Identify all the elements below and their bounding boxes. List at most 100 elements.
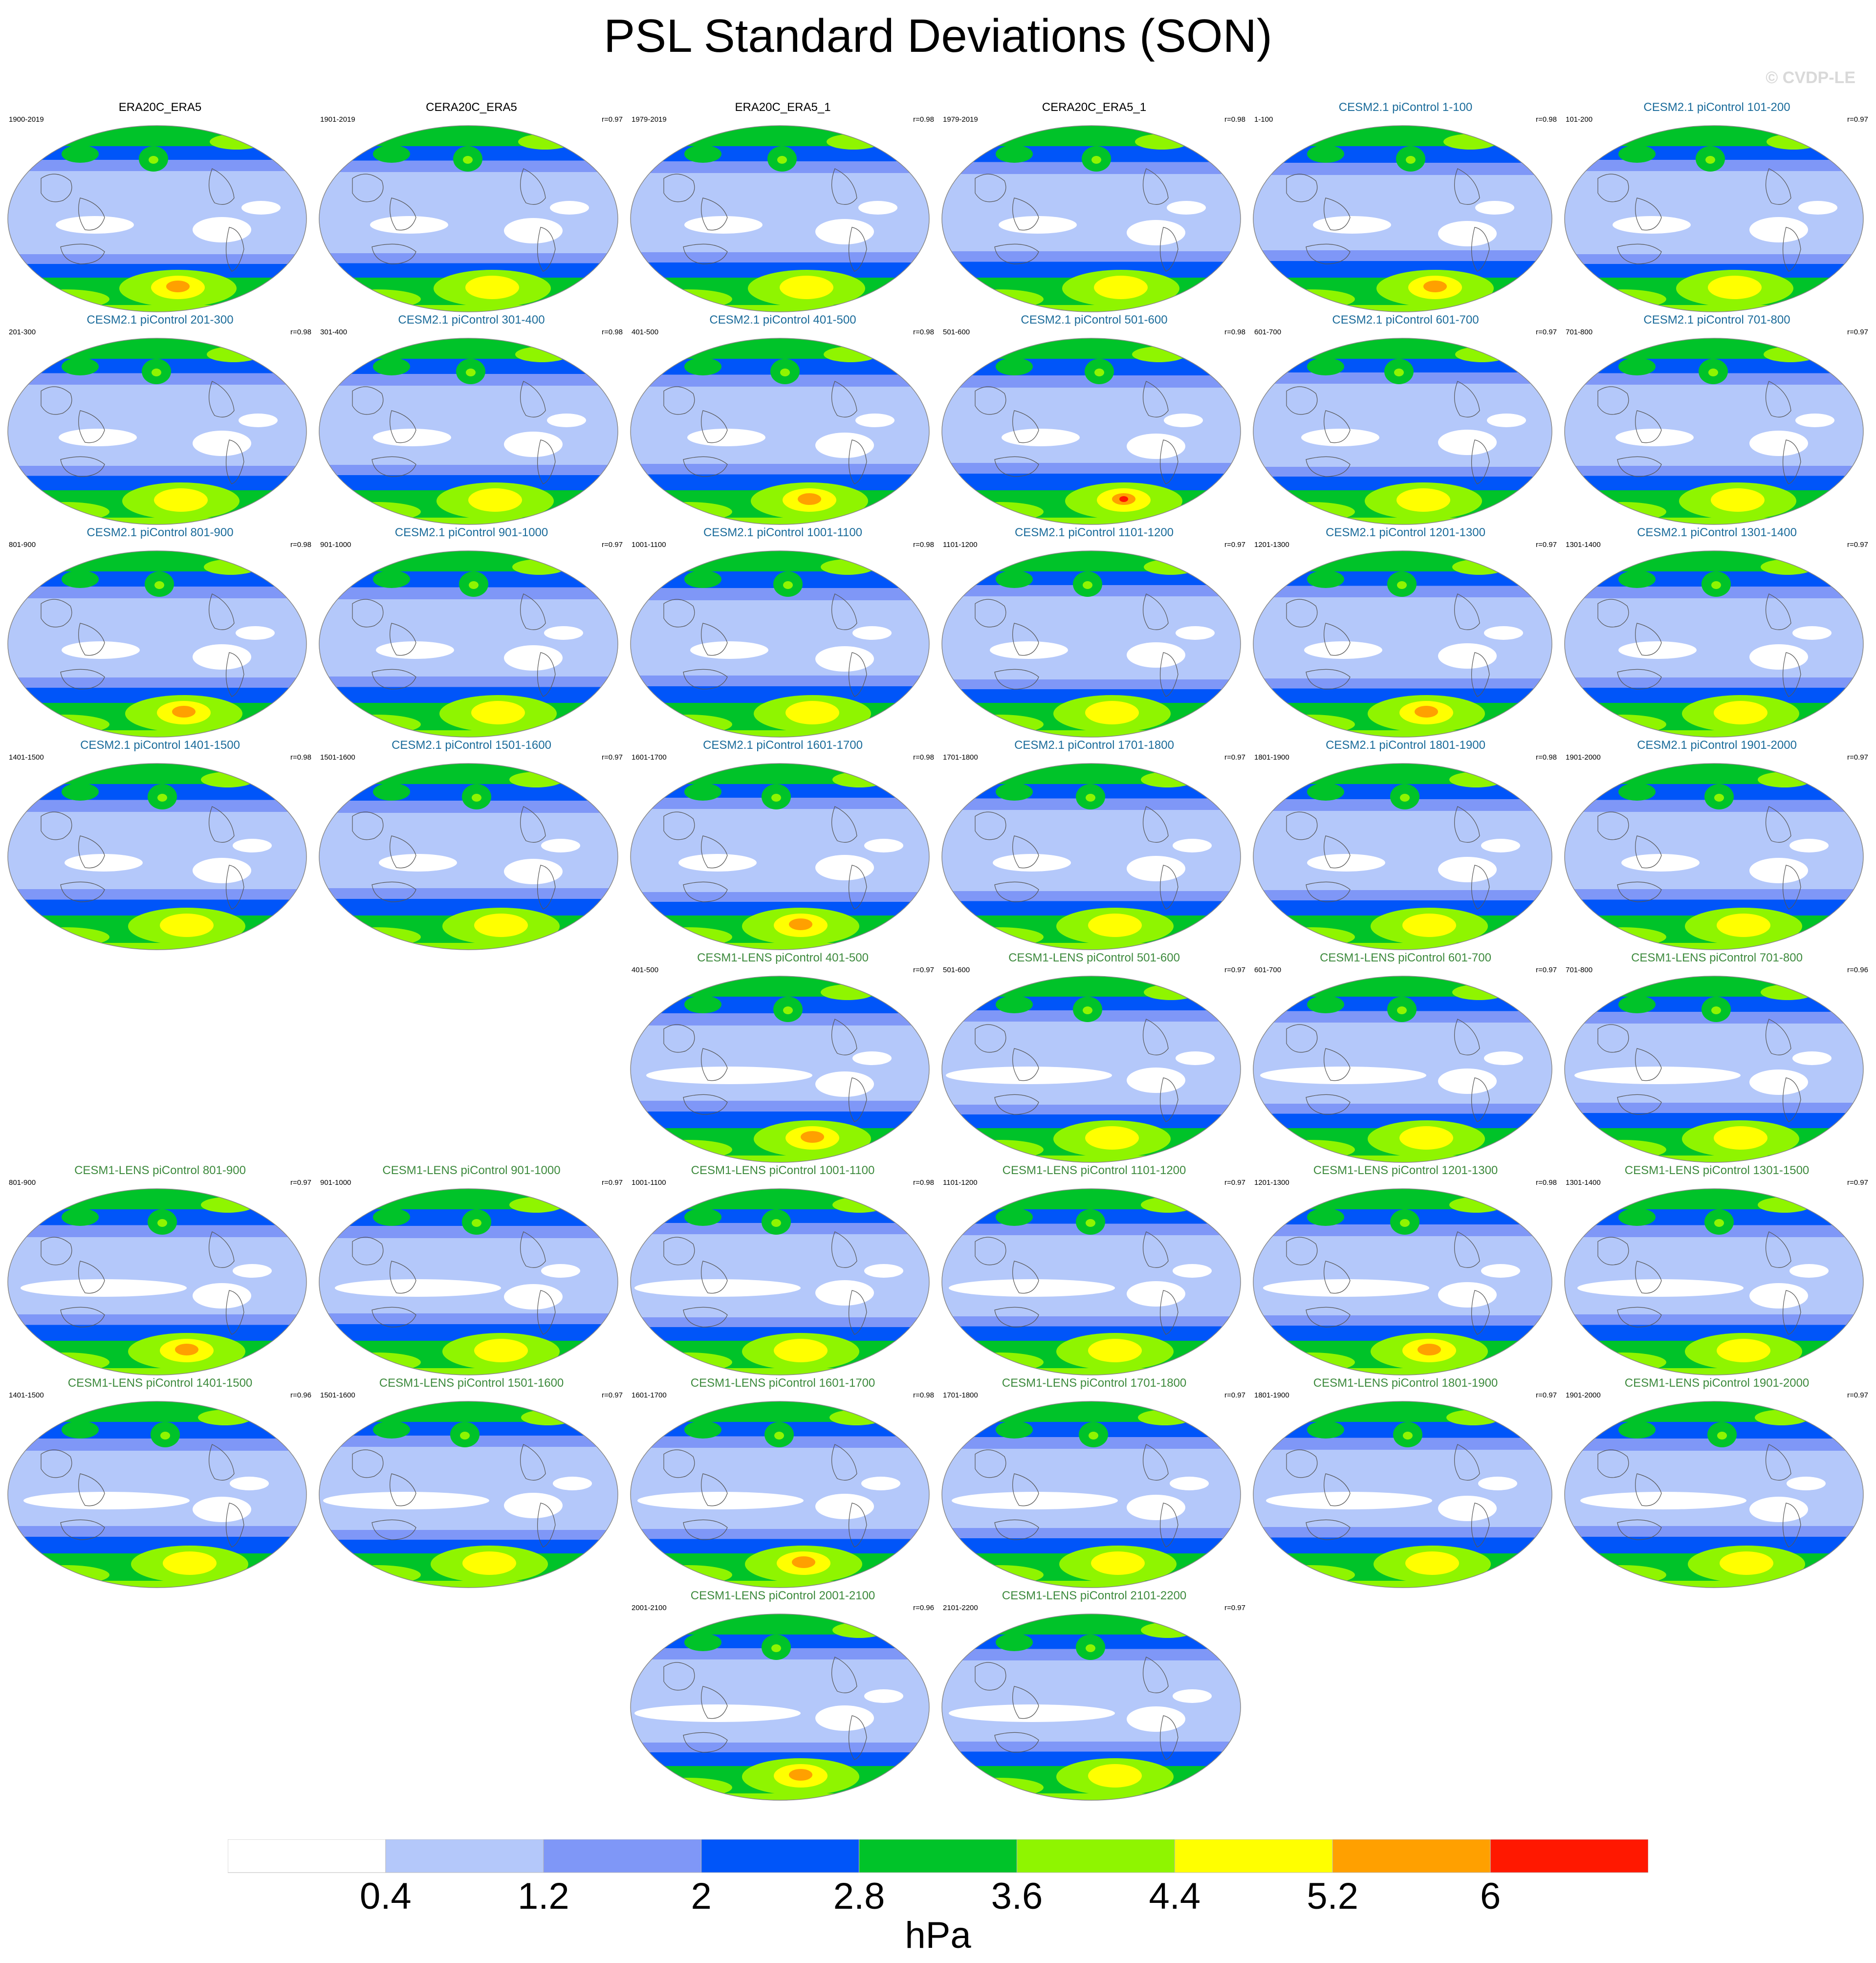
map-panel: CESM1-LENS piControl 1801-1900 1801-1900 r… [1252,1376,1559,1589]
panel-years: 1701-1800 [943,1391,978,1399]
panel-title: CESM1-LENS piControl 1601-1700 [690,1376,875,1390]
panel-years: 601-700 [1254,328,1282,336]
panel-correlation: r=0.97 [1536,1391,1557,1399]
map-panel: CESM1-LENS piControl 1701-1800 1701-1800 r… [941,1376,1247,1589]
map-panel: CESM1-LENS piControl 901-1000 901-1000 r=0… [318,1163,625,1376]
panel-title: CESM2.1 piControl 1101-1200 [1014,526,1174,539]
map-panel: ERA20C_ERA5_1 1979-2019 r=0.98 [630,100,936,313]
panel-correlation: r=0.97 [913,966,934,974]
psl-map [1253,338,1552,525]
panel-years: 1001-1100 [632,1178,666,1187]
panel-title: CESM1-LENS piControl 1301-1500 [1624,1164,1810,1177]
panel-years: 201-300 [9,328,36,336]
panel-title: CESM2.1 piControl 1401-1500 [80,739,240,752]
psl-map [941,1401,1241,1588]
panel-years: 501-600 [943,966,970,974]
panel-title: CESM2.1 piControl 801-900 [87,526,234,539]
panel-years: 1201-1300 [1254,541,1289,549]
map-panel: CESM1-LENS piControl 601-700 601-700 r=0.9… [1252,951,1559,1163]
figure-title: PSL Standard Deviations (SON) [604,10,1272,62]
panel-title: CESM2.1 piControl 501-600 [1021,313,1168,327]
panel-correlation: r=0.97 [602,541,623,549]
colorbar-tick-label: 3.6 [991,1876,1043,1917]
panel-correlation: r=0.97 [1536,541,1557,549]
psl-map [1564,125,1864,312]
psl-map [630,338,930,525]
map-panel: CESM2.1 piControl 901-1000 901-1000 r=0.97 [318,525,625,738]
panel-title: CESM1-LENS piControl 501-600 [1008,951,1180,964]
panel-years: 101-200 [1566,115,1593,124]
psl-map [630,125,930,312]
panel-years: 1701-1800 [943,753,978,762]
psl-map [630,1188,930,1375]
map-panel: CERA20C_ERA5 1901-2019 r=0.97 [318,100,625,313]
panel-years: 1801-1900 [1254,1391,1289,1399]
panel-correlation: r=0.97 [1224,541,1245,549]
map-panel: CESM2.1 piControl 1-100 1-100 r=0.98 [1252,100,1559,313]
colorbar-segment [859,1839,1017,1873]
map-panel: CESM1-LENS piControl 701-800 701-800 r=0.9… [1564,951,1870,1163]
panel-years: 801-900 [9,541,36,549]
panel-years: 1901-2000 [1566,753,1601,762]
psl-map [1564,1401,1864,1588]
panel-years: 701-800 [1566,966,1593,974]
panel-correlation: r=0.98 [1536,1178,1557,1187]
panel-years: 1979-2019 [632,115,667,124]
psl-map [941,1614,1241,1801]
panel-correlation: r=0.98 [1536,115,1557,124]
colorbar-tick-label: 2.8 [833,1876,885,1917]
panel-correlation: r=0.97 [1536,328,1557,336]
map-panel: CESM1-LENS piControl 1501-1600 1501-1600 r… [318,1376,625,1589]
psl-map [630,763,930,950]
panel-years: 1501-1600 [320,1391,355,1399]
psl-map [630,550,930,738]
panel-correlation: r=0.98 [913,1178,934,1187]
colorbar-segment [1174,1839,1333,1873]
psl-map [1253,125,1552,312]
psl-map [319,1401,618,1588]
psl-map [1253,976,1552,1163]
colorbar-tick-label: 1.2 [517,1876,569,1917]
panel-correlation: r=0.98 [913,328,934,336]
psl-map [630,1614,930,1801]
panel-title: CESM2.1 piControl 1701-1800 [1014,739,1174,752]
panel-correlation: r=0.98 [1224,115,1245,124]
panel-title: CESM2.1 piControl 1001-1100 [703,526,863,539]
panel-correlation: r=0.97 [1224,1391,1245,1399]
panel-title: ERA20C_ERA5 [118,101,202,114]
psl-map [1564,763,1864,950]
panel-title: CESM2.1 piControl 701-800 [1643,313,1790,327]
panel-correlation: r=0.98 [290,328,311,336]
panel-title: CESM1-LENS piControl 901-1000 [382,1164,561,1177]
map-panel: CESM1-LENS piControl 2101-2200 2101-2200 r… [941,1589,1247,1801]
colorbar-segment [1332,1839,1491,1873]
colorbar-segment [543,1839,702,1873]
panel-years: 1401-1500 [9,1391,44,1399]
panel-correlation: r=0.97 [1847,541,1868,549]
panel-title: CESM2.1 piControl 901-1000 [394,526,548,539]
panel-title: CESM1-LENS piControl 1101-1200 [1002,1164,1186,1177]
panel-title: CESM1-LENS piControl 401-500 [697,951,869,964]
colorbar-segment [228,1839,386,1873]
map-panel: CESM2.1 piControl 1301-1400 1301-1400 r=0.… [1564,525,1870,738]
map-panel: CESM2.1 piControl 201-300 201-300 r=0.98 [7,313,313,525]
panel-title: CESM2.1 piControl 401-500 [709,313,856,327]
psl-map [1564,976,1864,1163]
colorbar-tick-label: 4.4 [1149,1876,1201,1917]
map-panel: CESM2.1 piControl 1901-2000 1901-2000 r=0.… [1564,738,1870,951]
panel-title: CESM2.1 piControl 1-100 [1338,101,1473,114]
panel-title: CESM1-LENS piControl 1201-1300 [1313,1164,1498,1177]
panel-title: CESM1-LENS piControl 1901-2000 [1624,1376,1810,1390]
panel-correlation: r=0.97 [602,753,623,762]
panel-years: 401-500 [632,966,659,974]
map-panel: CESM2.1 piControl 1701-1800 1701-1800 r=0.… [941,738,1247,951]
panel-years: 1-100 [1254,115,1273,124]
psl-map [7,550,307,738]
panel-correlation: r=0.98 [913,1391,934,1399]
panel-title: CESM1-LENS piControl 801-900 [74,1164,246,1177]
psl-map [7,1188,307,1375]
watermark: © CVDP-LE [1766,68,1855,87]
map-panel: CESM2.1 piControl 301-400 301-400 r=0.98 [318,313,625,525]
panel-years: 601-700 [1254,966,1282,974]
panel-years: 1401-1500 [9,753,44,762]
